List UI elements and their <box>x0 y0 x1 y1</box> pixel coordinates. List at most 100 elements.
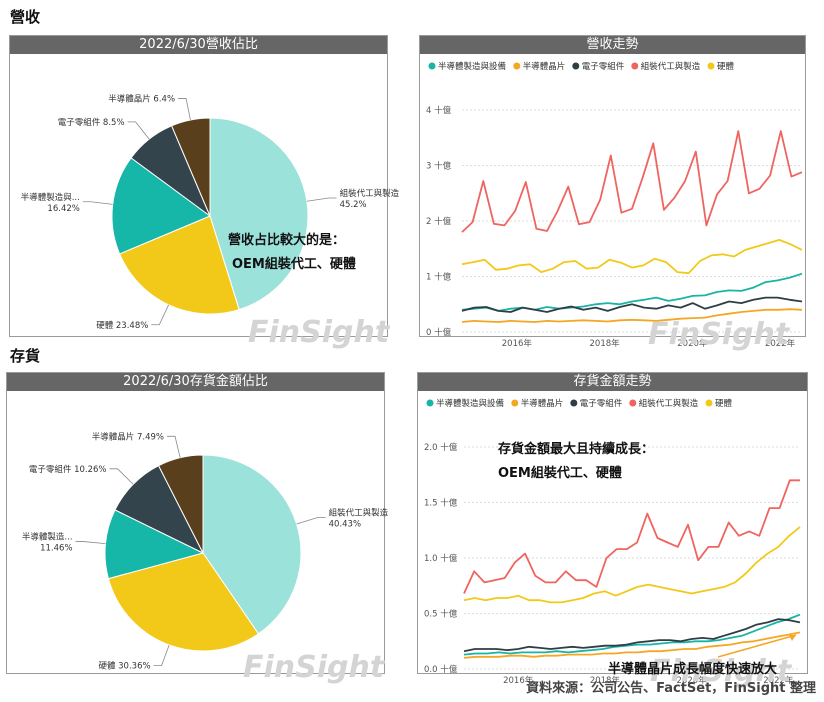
pie-leader-line <box>151 304 169 326</box>
pie-slice <box>107 552 260 652</box>
series-line <box>461 272 803 312</box>
pie-leader-line <box>75 541 106 545</box>
legend-marker <box>428 62 436 70</box>
x-tick-label: 2016年 <box>503 675 534 686</box>
pie-slice-label: 電子零組件 8.5% <box>58 117 125 128</box>
legend-label: 電子零組件 <box>580 398 623 409</box>
pie-leader-line <box>109 468 134 485</box>
x-tick-label: 2022年 <box>765 338 796 349</box>
pie-slice-label: 11.46% <box>40 544 72 554</box>
pie-slice-label: 半導體製造... <box>22 532 73 543</box>
series-line <box>461 130 803 233</box>
revenue-trend-chart: 半導體製造與設備 半導體晶片 電子零組件 組裝代工與製造 硬體 0 十億 1 十億 2 十億 3… <box>426 61 803 352</box>
legend-marker <box>570 399 578 407</box>
x-tick-label: 2020年 <box>677 338 708 349</box>
legend-marker <box>629 399 637 407</box>
pie-slice-label: 組裝代工與製造 <box>340 188 400 199</box>
watermark-logo: FinSight <box>650 654 793 689</box>
y-tick-label: 2.0 十億 <box>424 442 458 453</box>
pie-leader-line <box>178 98 191 121</box>
legend-label: 半導體製造與設備 <box>436 398 505 409</box>
legend-label: 硬體 <box>717 61 735 72</box>
source-note: 資料來源：公司公告、FactSet，FinSight 整理 <box>526 681 816 696</box>
annotation-text: 營收占比較大的是： <box>228 232 345 248</box>
series-line <box>463 526 801 604</box>
pie-slice-label: 硬體 30.36% <box>98 661 150 672</box>
series-line <box>463 631 801 659</box>
x-tick-label: 2018年 <box>590 675 621 686</box>
legend-marker <box>426 399 434 407</box>
legend-label: 電子零組件 <box>582 61 625 72</box>
pie-slice-label: 40.43% <box>329 519 361 529</box>
pie-slice-label: 45.2% <box>340 200 367 210</box>
legend-marker <box>572 62 580 70</box>
pie-leader-line <box>306 197 337 202</box>
y-tick-label: 1.5 十億 <box>424 498 458 509</box>
y-tick-label: 4 十億 <box>426 105 452 116</box>
watermark-logo: FinSight <box>243 650 386 685</box>
y-tick-label: 1 十億 <box>426 272 452 283</box>
pie-slice <box>104 509 205 580</box>
legend-marker <box>707 62 715 70</box>
series-line <box>463 613 801 656</box>
pie-slice-label: 硬體 23.48% <box>96 320 148 331</box>
inventory-trend-title: 存貨金額走勢 <box>418 373 807 391</box>
x-tick-label: 2018年 <box>590 338 621 349</box>
pie-leader-line <box>153 644 170 667</box>
pie-slice-label: 半導體製造與... <box>21 192 80 203</box>
pie-slice <box>157 454 204 554</box>
x-tick-label: 2022年 <box>763 675 794 686</box>
pie-slice-label: 半導體晶片 7.49% <box>92 431 164 442</box>
legend-marker <box>705 399 713 407</box>
legend-marker <box>513 62 521 70</box>
pie-slice <box>111 157 212 255</box>
y-tick-label: 1.0 十億 <box>424 553 458 564</box>
annotation-text: 存貨金額最大且持續成長： <box>498 441 654 457</box>
annotation-arrow <box>717 634 797 658</box>
inventory-pie-title: 2022/6/30存貨金額佔比 <box>7 373 384 391</box>
pie-leader-line <box>82 201 113 205</box>
pie-slice <box>118 215 240 315</box>
pie-leader-line <box>167 435 181 458</box>
revenue-pie-panel: 2022/6/30營收佔比 組裝代工與製造 45.2% 硬體 23.48% 半導體製造… <box>9 35 400 350</box>
pie-slice-label: 半導體晶片 6.4% <box>108 93 175 104</box>
series-line <box>463 479 800 594</box>
series-line <box>461 296 803 313</box>
y-tick-label: 0 十億 <box>426 327 452 338</box>
x-tick-label: 2020年 <box>677 675 708 686</box>
watermark-logo: FinSight <box>648 317 791 352</box>
inventory-pie-panel: 2022/6/30存貨金額佔比 組裝代工與製造 40.43% 硬體 30.36% 半導… <box>6 372 389 685</box>
pie-slice <box>202 454 302 635</box>
legend-label: 半導體晶片 <box>523 61 566 72</box>
revenue-trend-title: 營收走勢 <box>420 36 805 54</box>
series-line <box>463 618 801 653</box>
pie-slice-label: 16.42% <box>47 204 79 214</box>
legend-label: 硬體 <box>715 398 733 409</box>
y-tick-label: 3 十億 <box>426 161 452 172</box>
annotation-text: 半導體晶片成長幅度快速放大 <box>608 661 777 677</box>
inventory-trend-panel: 存貨金額走勢 半導體製造與設備 半導體晶片 電子零組件 組裝代工與製造 硬體 0.0 十億… <box>417 372 808 689</box>
annotation-text: OEM組裝代工、硬體 <box>498 465 622 481</box>
section-title-revenue: 營收 <box>10 8 41 26</box>
pie-slice-label: 電子零組件 10.26% <box>29 464 107 475</box>
revenue-trend-panel: 營收走勢 半導體製造與設備 半導體晶片 電子零組件 組裝代工與製造 硬體 0 十億 1 十億… <box>419 35 806 352</box>
legend-label: 半導體晶片 <box>521 398 564 409</box>
x-tick-label: 2016年 <box>502 338 533 349</box>
pie-leader-line <box>296 517 326 525</box>
y-tick-label: 0.5 十億 <box>424 609 458 620</box>
legend-label: 半導體製造與設備 <box>438 61 507 72</box>
revenue-pie-title: 2022/6/30營收佔比 <box>10 36 387 54</box>
legend-marker <box>631 62 639 70</box>
y-tick-label: 0.0 十億 <box>424 664 458 675</box>
watermark-logo: FinSight <box>248 315 391 350</box>
series-line <box>461 308 803 323</box>
section-title-inventory: 存貨 <box>10 347 41 365</box>
pie-slice-label: 組裝代工與製造 <box>329 507 389 518</box>
inventory-trend-chart: 半導體製造與設備 半導體晶片 電子零組件 組裝代工與製造 硬體 0.0 十億 0.5 十億 1… <box>424 398 801 689</box>
annotation-text: OEM組裝代工、硬體 <box>232 256 356 272</box>
legend-label: 組裝代工與製造 <box>641 61 701 72</box>
pie-leader-line <box>127 121 150 140</box>
series-line <box>461 238 803 275</box>
